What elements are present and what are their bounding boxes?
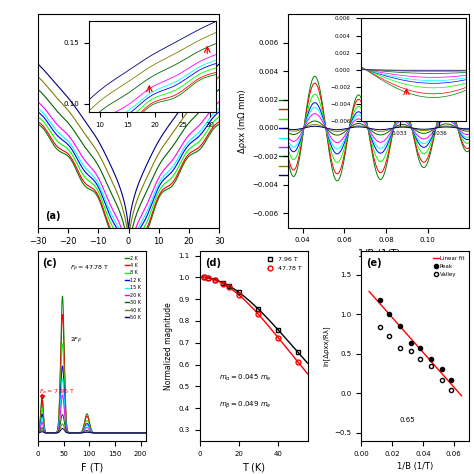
Linear fit <box>388 313 393 319</box>
Peak <box>397 323 403 329</box>
47.78 T <box>205 275 210 281</box>
Valley <box>448 387 454 392</box>
7.96 T <box>226 283 232 289</box>
Valley <box>377 324 383 329</box>
7.96 T <box>205 275 210 281</box>
47.78 T <box>212 277 218 283</box>
Linear fit <box>414 342 419 348</box>
Text: $F_\alpha=7.96$ T: $F_\alpha=7.96$ T <box>39 387 75 396</box>
Text: $m_\alpha=0.045\ m_e$: $m_\alpha=0.045\ m_e$ <box>219 373 272 383</box>
47.78 T <box>226 284 232 290</box>
Legend: 7.96 T, 47.78 T: 7.96 T, 47.78 T <box>264 255 304 273</box>
Linear fit <box>421 351 427 356</box>
Peak <box>438 366 444 372</box>
47.78 T <box>295 359 301 365</box>
X-axis label: 1/B (1/T): 1/B (1/T) <box>357 249 400 259</box>
Valley <box>408 348 413 354</box>
Legend: Linear fit, Peak, Valley: Linear fit, Peak, Valley <box>431 254 466 279</box>
7.96 T <box>220 280 226 286</box>
47.78 T <box>275 335 281 340</box>
Linear fit <box>451 384 457 390</box>
Y-axis label: Normalized magnitude: Normalized magnitude <box>164 302 173 390</box>
47.78 T <box>255 311 261 317</box>
7.96 T <box>295 349 301 355</box>
Line: Peak: Peak <box>378 298 453 383</box>
Linear fit <box>366 289 372 294</box>
Text: 0.65: 0.65 <box>399 417 415 423</box>
X-axis label: B (T): B (T) <box>117 252 140 262</box>
Linear fit <box>384 309 390 314</box>
Peak <box>417 345 423 351</box>
47.78 T <box>236 292 242 298</box>
Text: (d): (d) <box>205 258 221 268</box>
Text: $2F_\beta$: $2F_\beta$ <box>70 336 82 346</box>
X-axis label: T (K): T (K) <box>242 462 265 472</box>
Legend: 2 K, 4 K, 8 K, 12 K, 15 K, 20 K, 30 K, 40 K, 50 K: 2 K, 4 K, 8 K, 12 K, 15 K, 20 K, 30 K, 4… <box>123 254 143 322</box>
Legend: 2 K, 4 K, 8 K, 12 K, 15 K, 20 K, 30 K, 40 K, 50 K: 2 K, 4 K, 8 K, 12 K, 15 K, 20 K, 30 K, 4… <box>276 94 310 182</box>
Peak <box>408 340 413 346</box>
Peak <box>377 297 383 303</box>
Line: 7.96 T: 7.96 T <box>201 275 300 355</box>
47.78 T <box>220 281 226 287</box>
Valley <box>386 333 392 339</box>
7.96 T <box>212 277 218 283</box>
7.96 T <box>236 290 242 295</box>
Peak <box>428 356 434 362</box>
Text: $m_\beta=0.049\ m_e$: $m_\beta=0.049\ m_e$ <box>219 400 272 411</box>
7.96 T <box>275 327 281 333</box>
Peak <box>448 378 454 383</box>
Peak <box>386 311 392 317</box>
Y-axis label: ln[Δρxx/Rλ]: ln[Δρxx/Rλ] <box>322 326 329 366</box>
Valley <box>428 363 434 368</box>
7.96 T <box>255 306 261 312</box>
Y-axis label: Δρxx (mΩ mm): Δρxx (mΩ mm) <box>237 89 246 153</box>
X-axis label: F (T): F (T) <box>81 462 103 472</box>
Text: (a): (a) <box>45 211 61 221</box>
47.78 T <box>201 274 207 280</box>
Text: (e): (e) <box>366 258 382 268</box>
Valley <box>417 356 423 362</box>
Text: $F_\beta=47.78$ T: $F_\beta=47.78$ T <box>70 264 109 274</box>
Line: Linear fit: Linear fit <box>369 292 462 396</box>
Line: 47.78 T: 47.78 T <box>201 275 300 364</box>
X-axis label: 1/B (1/T): 1/B (1/T) <box>397 462 433 471</box>
Valley <box>397 346 403 351</box>
Linear fit <box>454 388 460 393</box>
Text: (c): (c) <box>42 258 57 268</box>
7.96 T <box>201 274 207 280</box>
Valley <box>438 377 444 383</box>
Line: Valley: Valley <box>378 325 453 392</box>
Linear fit <box>459 393 465 399</box>
